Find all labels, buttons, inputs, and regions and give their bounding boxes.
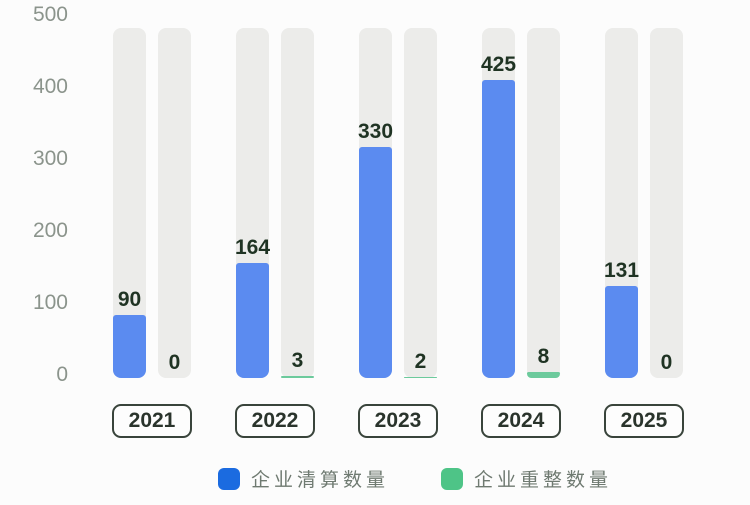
bar-track <box>527 28 560 378</box>
legend-swatch <box>217 467 240 490</box>
bar-track <box>158 28 191 378</box>
bar-value-label: 131 <box>603 259 640 282</box>
y-tick-label: 200 <box>32 219 68 242</box>
bar-track <box>650 28 683 378</box>
bar-fill-liquidation <box>113 315 146 378</box>
bar-fill-reorganization <box>527 372 560 378</box>
year-box-2024[interactable]: 2024 <box>481 404 561 438</box>
y-axis: 0 100 200 300 400 500 <box>0 0 68 400</box>
bar-track <box>236 28 269 378</box>
bar-fill-liquidation <box>236 263 269 378</box>
bar-track <box>281 28 314 378</box>
y-tick-label: 100 <box>32 291 68 314</box>
legend: 企业清算数量 企业重整数量 <box>40 465 750 492</box>
legend-item-liquidation[interactable]: 企业清算数量 <box>217 465 389 492</box>
bar-fill-reorganization <box>281 376 314 378</box>
y-tick-label: 0 <box>56 363 68 386</box>
legend-label: 企业重整数量 <box>474 470 613 491</box>
bar-fill-liquidation <box>482 80 515 378</box>
bar-value-label: 90 <box>117 288 142 311</box>
bar-track <box>404 28 437 378</box>
plot-area: 90 0 164 3 330 2 425 8 131 0 <box>113 28 683 378</box>
year-box-2021[interactable]: 2021 <box>112 404 192 438</box>
bar-value-label: 3 <box>291 349 304 372</box>
year-box-2023[interactable]: 2023 <box>358 404 438 438</box>
bar-value-label: 2 <box>414 350 427 373</box>
bar-track <box>113 28 146 378</box>
legend-label: 企业清算数量 <box>250 470 389 491</box>
bar-track <box>482 28 515 378</box>
bar-fill-liquidation <box>605 286 638 378</box>
bar-value-label: 330 <box>357 120 394 143</box>
bar-value-label: 8 <box>537 345 550 368</box>
bar-value-label: 164 <box>234 236 271 259</box>
bar-track <box>605 28 638 378</box>
bar-fill-reorganization <box>404 377 437 378</box>
year-box-2022[interactable]: 2022 <box>235 404 315 438</box>
y-tick-label: 500 <box>32 3 68 26</box>
bar-value-label: 0 <box>168 351 181 374</box>
legend-item-reorganization[interactable]: 企业重整数量 <box>441 465 612 492</box>
legend-swatch <box>441 467 463 490</box>
x-axis: 2021 2022 2023 2024 2025 <box>112 404 684 438</box>
bar-fill-liquidation <box>359 147 392 378</box>
y-tick-label: 300 <box>32 147 68 170</box>
year-box-2025[interactable]: 2025 <box>604 404 684 438</box>
y-tick-label: 400 <box>32 75 68 98</box>
bar-value-label: 0 <box>660 351 673 374</box>
bar-value-label: 425 <box>480 53 517 76</box>
bar-track <box>359 28 392 378</box>
